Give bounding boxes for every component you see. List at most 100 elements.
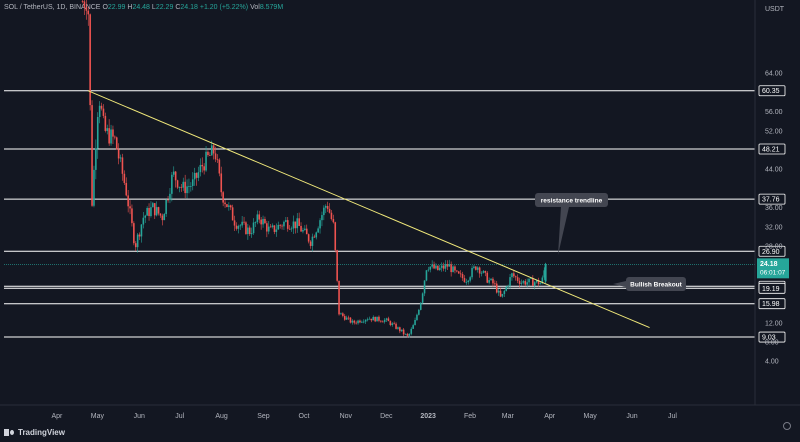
candle-body [340,313,342,315]
level-label: 48.21 [762,146,780,153]
candle-body [171,174,173,194]
candle-body [285,220,287,222]
last-candle-body [544,264,547,282]
symbol-name[interactable]: SOL / TetherUS, 1D, BINANCE [4,4,101,11]
candle-body [307,234,310,242]
candle-body [484,270,487,273]
resistance-trendline [87,90,650,329]
candle-body [492,278,494,284]
candle-body [326,206,329,209]
candle-body [514,276,517,278]
candlestick-series [81,0,547,338]
candle-body [210,145,213,156]
candle-body [313,236,316,238]
candle-body [239,225,242,227]
candle-body [169,193,171,200]
change-value: +1.20 (+5.22%) [199,4,249,11]
candle-body [302,230,304,232]
candle-body [372,316,375,321]
candle-body [539,283,542,285]
candle-body [433,264,435,269]
y-tick-label: 32.00 [765,224,783,231]
candle-body [385,318,388,320]
close-label: C [175,4,181,11]
candle-body [533,282,536,286]
candle-body [476,267,479,270]
candle-body [138,234,141,237]
candle-body [336,250,338,281]
candle-body [368,318,371,320]
candle-body [266,223,268,232]
candle-body [167,199,169,201]
candle-body [399,327,401,332]
candle-body [150,207,152,217]
candle-body [438,267,441,271]
candle-body [125,182,128,196]
candle-body [172,171,175,175]
candle-body [220,173,223,193]
close-value: 24.18 [180,4,198,11]
candle-body [229,205,232,208]
candle-body [482,270,485,273]
tradingview-brand[interactable]: TradingView [4,428,65,437]
candle-body [233,220,236,226]
currency-label: USDT [765,6,785,13]
candle-body [452,266,454,273]
candle-body [357,320,359,324]
x-tick-label: 2023 [420,413,436,420]
candle-body [157,207,160,214]
candle-body [321,215,323,221]
level-label: 19.19 [762,286,780,293]
candle-body [190,185,192,187]
candle-body [345,317,348,320]
candle-body [95,148,97,170]
candle-body [144,215,147,218]
candle-body [119,157,122,159]
x-tick-label: Sep [257,413,270,420]
brand-name: TradingView [18,428,65,437]
candle-body [431,264,433,267]
candle-body [410,328,413,334]
candle-body [218,159,221,174]
y-tick-label: 64.00 [765,71,783,78]
candle-body [427,269,430,271]
candle-body [85,7,88,11]
open-label: O [102,4,108,11]
candle-body [359,320,361,323]
level-label-box [758,331,786,343]
callout-box [535,193,608,207]
candle-body [338,280,340,315]
candle-body [349,317,352,323]
candle-body [319,220,321,229]
candle-body [288,228,291,230]
low-value: 22.29 [155,4,174,11]
candle-body [342,313,344,316]
candle-body [159,213,162,216]
candle-body [376,316,378,322]
candle-body [347,317,350,319]
candle-body [127,195,129,207]
candle-body [201,164,204,167]
candle-body [133,223,135,244]
x-tick-label: Feb [464,413,476,420]
candle-body [193,172,196,180]
candle-body [269,226,272,228]
candle-body [397,327,399,329]
x-tick-label: May [584,413,598,420]
candle-body [473,266,475,268]
candle-body [271,225,274,227]
candle-body [435,265,437,269]
candle-body [304,228,306,231]
candle-body [311,236,314,246]
candle-body [520,282,523,284]
candle-body [423,280,426,294]
candle-body [114,136,116,138]
level-label-box [758,282,786,294]
candle-body [494,283,496,285]
chart-settings-icon[interactable] [783,422,791,430]
candle-body [469,277,471,281]
candle-body [446,264,449,267]
y-tick-label: 4.00 [765,359,779,366]
candle-body [450,264,452,273]
